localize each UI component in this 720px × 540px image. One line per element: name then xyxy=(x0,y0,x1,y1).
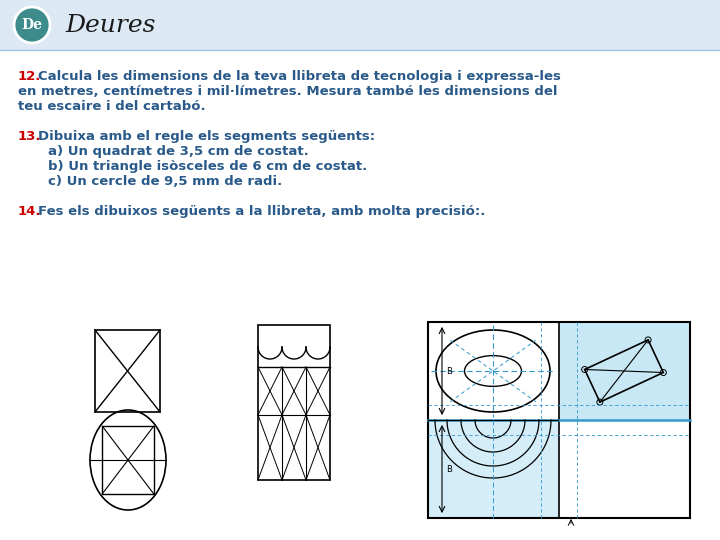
Bar xyxy=(559,322,690,420)
Text: c) Un cercle de 9,5 mm de radi.: c) Un cercle de 9,5 mm de radi. xyxy=(48,175,282,188)
Text: B: B xyxy=(446,367,452,375)
Text: Deures: Deures xyxy=(65,15,156,37)
Text: a) Un quadrat de 3,5 cm de costat.: a) Un quadrat de 3,5 cm de costat. xyxy=(48,145,309,158)
Text: 14.: 14. xyxy=(18,205,42,218)
Text: B: B xyxy=(446,464,452,474)
Text: en metres, centímetres i mil·límetres. Mesura també les dimensions del: en metres, centímetres i mil·límetres. M… xyxy=(18,85,557,98)
Text: 12.: 12. xyxy=(18,70,41,83)
Text: Dibuixa amb el regle els segments següents:: Dibuixa amb el regle els segments següen… xyxy=(38,130,375,143)
Circle shape xyxy=(14,7,50,43)
Bar xyxy=(95,330,160,412)
Text: 13.: 13. xyxy=(18,130,42,143)
Bar xyxy=(428,420,559,518)
Bar xyxy=(102,426,153,494)
Bar xyxy=(258,325,330,480)
Text: b) Un triangle isòsceles de 6 cm de costat.: b) Un triangle isòsceles de 6 cm de cost… xyxy=(48,160,367,173)
Text: teu escaire i del cartabó.: teu escaire i del cartabó. xyxy=(18,100,206,113)
Text: Calcula les dimensions de la teva llibreta de tecnologia i expressa-les: Calcula les dimensions de la teva llibre… xyxy=(38,70,561,83)
Text: De: De xyxy=(22,18,42,32)
Text: Fes els dibuixos següents a la llibreta, amb molta precisió:.: Fes els dibuixos següents a la llibreta,… xyxy=(38,205,485,218)
FancyBboxPatch shape xyxy=(0,0,720,50)
Bar xyxy=(428,322,690,518)
